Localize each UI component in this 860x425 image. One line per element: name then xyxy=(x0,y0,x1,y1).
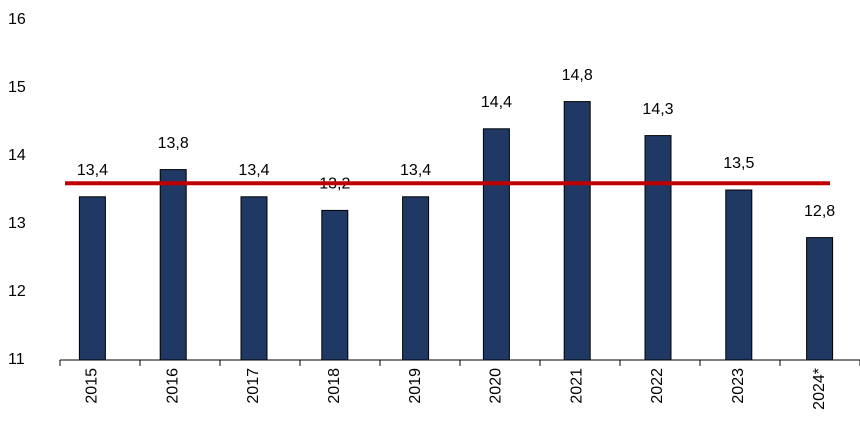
x-tick-label: 2016 xyxy=(164,368,181,404)
data-label: 13,4 xyxy=(400,162,431,179)
y-tick-label: 16 xyxy=(8,11,26,28)
bar xyxy=(78,196,106,361)
data-label: 13,4 xyxy=(77,162,108,179)
bar xyxy=(402,196,430,361)
bar xyxy=(806,237,834,361)
data-label: 13,4 xyxy=(238,162,269,179)
data-label: 13,5 xyxy=(723,155,754,172)
x-tick-label: 2022 xyxy=(649,368,666,404)
x-tick-label: 2019 xyxy=(407,368,424,404)
bar xyxy=(321,209,349,361)
y-tick-label: 13 xyxy=(8,215,26,232)
x-tick-label: 2021 xyxy=(568,368,585,404)
data-label: 14,8 xyxy=(562,67,593,84)
x-tick-label: 2024* xyxy=(811,368,828,410)
x-tick-label: 2023 xyxy=(730,368,747,404)
x-tick-label: 2017 xyxy=(245,368,262,404)
y-tick-label: 14 xyxy=(8,147,26,164)
bar xyxy=(644,135,672,361)
data-label: 13,8 xyxy=(158,135,189,152)
x-tick-label: 2015 xyxy=(84,368,101,404)
y-tick-label: 12 xyxy=(8,283,26,300)
x-tick-label: 2020 xyxy=(488,368,505,404)
bar xyxy=(240,196,268,361)
data-label: 12,8 xyxy=(804,203,835,220)
bar xyxy=(725,189,753,361)
data-label: 14,3 xyxy=(642,101,673,118)
bar xyxy=(482,128,510,361)
data-label: 14,4 xyxy=(481,94,512,111)
y-tick-label: 11 xyxy=(8,351,25,368)
x-tick-label: 2018 xyxy=(326,368,343,404)
bar xyxy=(563,101,591,361)
bar xyxy=(159,169,187,361)
y-tick-label: 15 xyxy=(8,79,26,96)
